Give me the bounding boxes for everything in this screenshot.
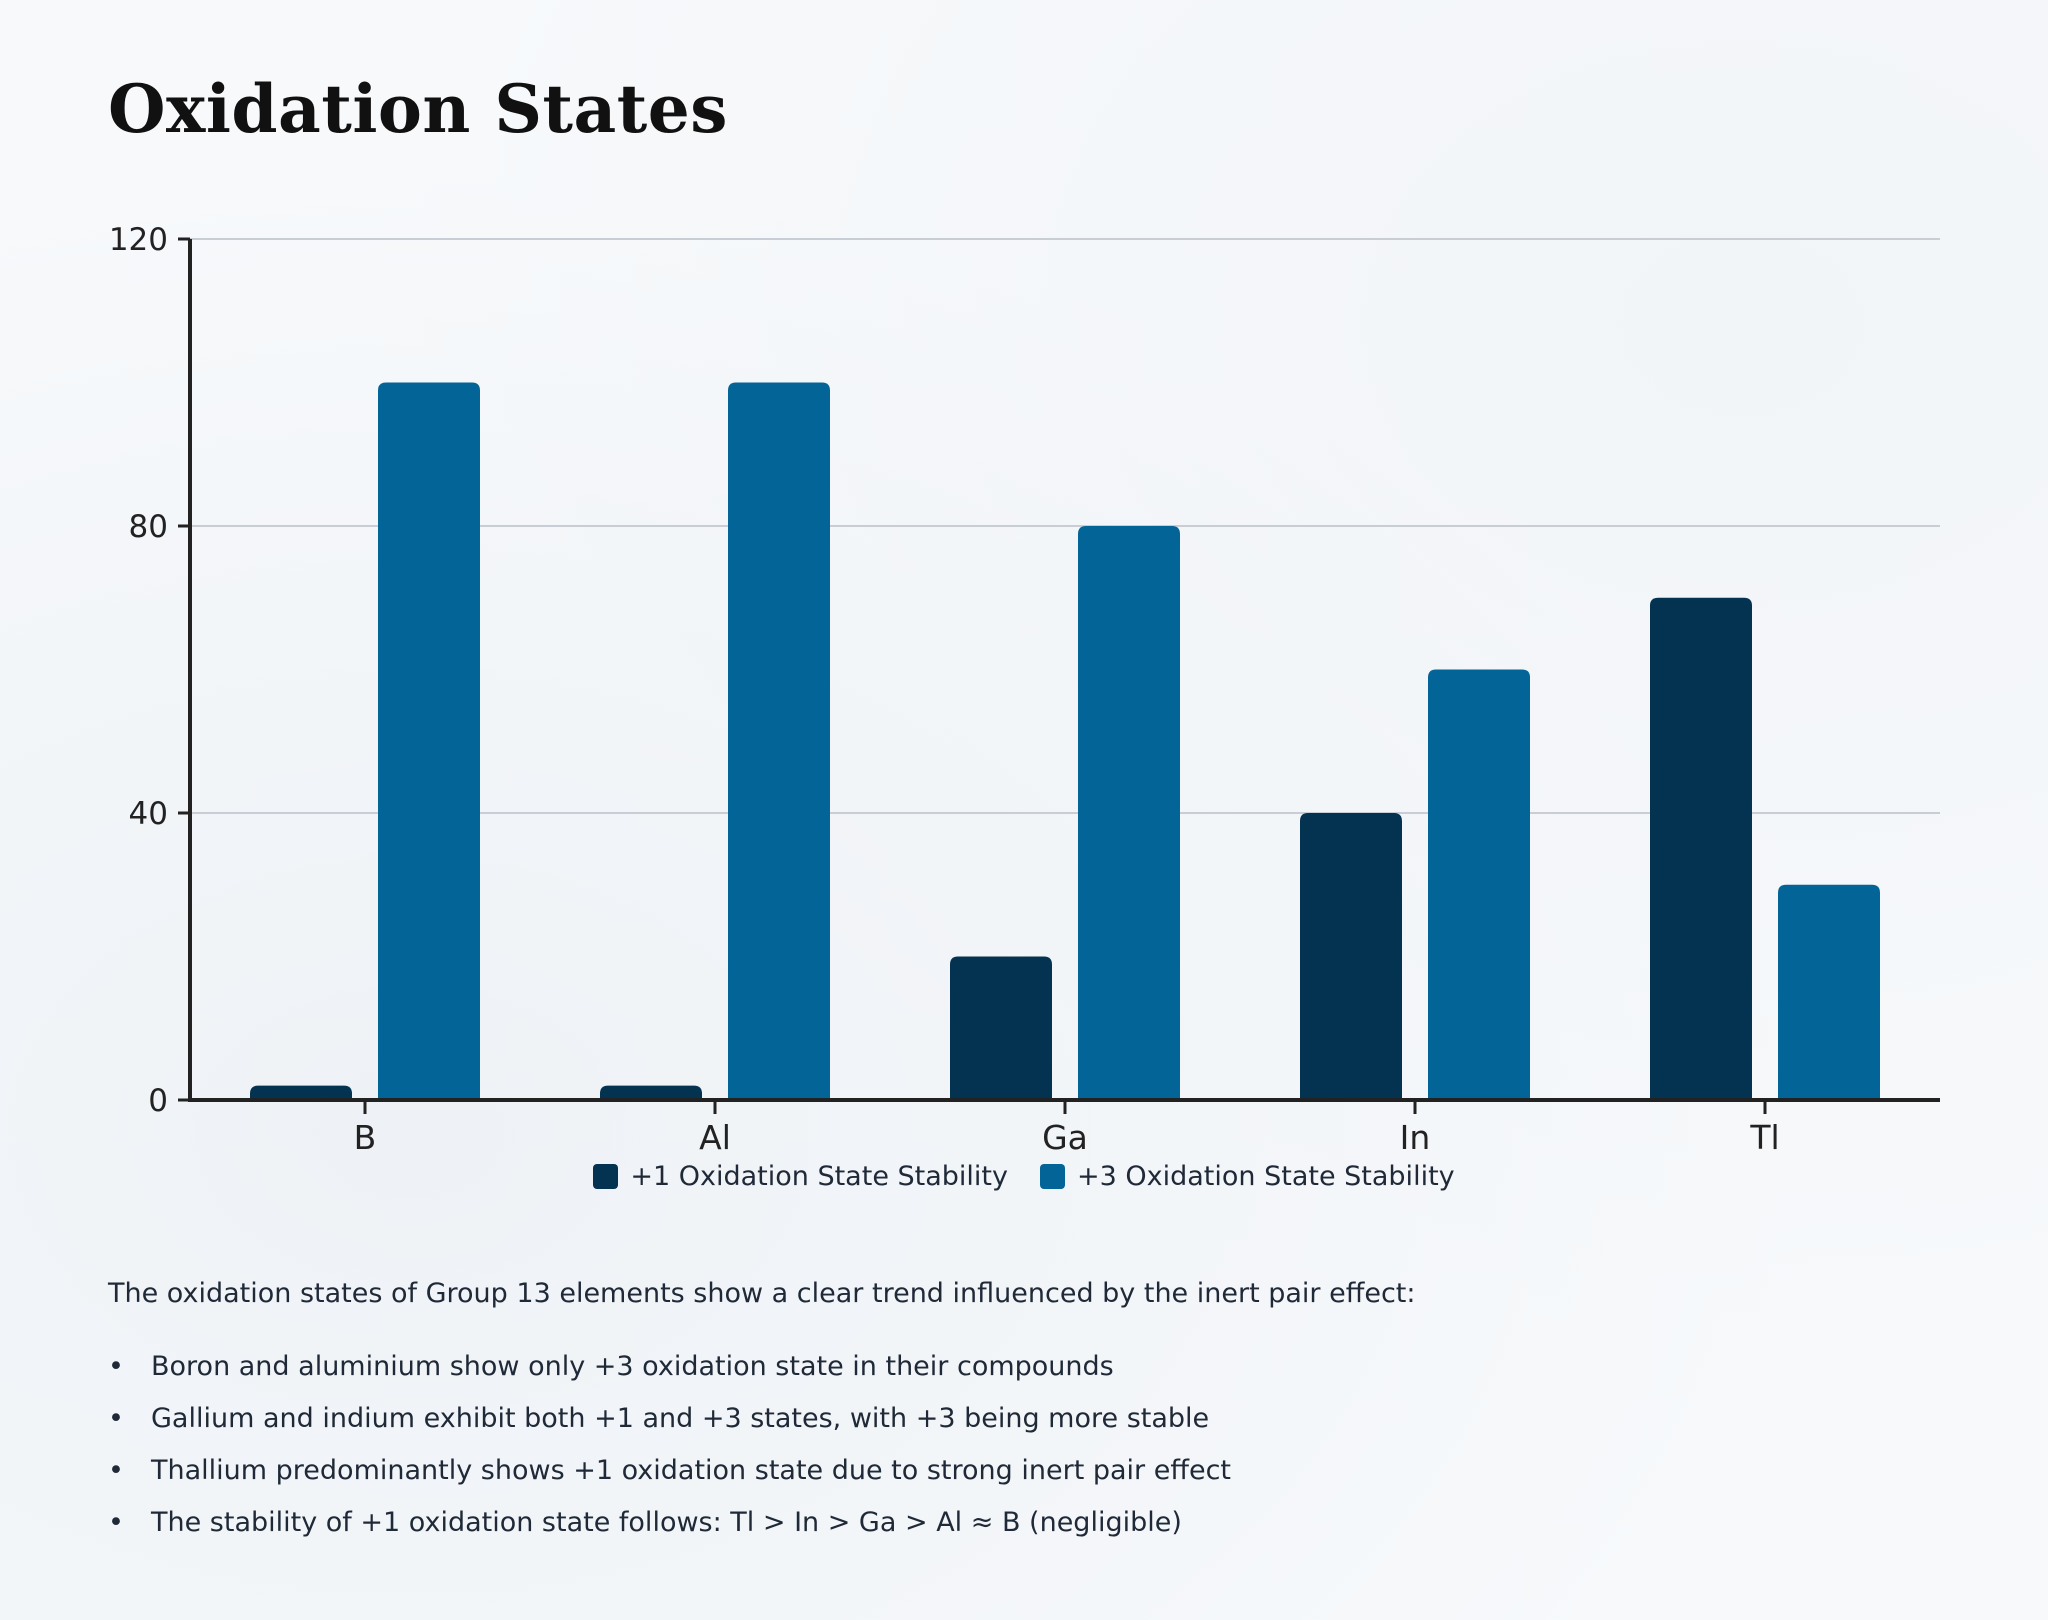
y-tick-label: 120 (109, 222, 168, 258)
x-tick-label: Tl (1749, 1118, 1779, 1157)
x-tick-label: B (354, 1118, 377, 1157)
bullet-dot: • (108, 1507, 124, 1539)
legend-swatch-plus1 (593, 1163, 619, 1189)
bullet-dot: • (108, 1351, 124, 1383)
x-tick-label: Ga (1042, 1118, 1088, 1157)
bullet-text: The stability of +1 oxidation state foll… (151, 1507, 1182, 1539)
legend-label-plus1: +1 Oxidation State Stability (630, 1160, 1008, 1192)
bullet-text: Gallium and indium exhibit both +1 and +… (151, 1403, 1210, 1435)
y-tick-label: 0 (148, 1083, 168, 1119)
bullet-dot: • (108, 1455, 124, 1487)
description: The oxidation states of Group 13 element… (108, 1276, 1938, 1557)
bullet-dot: • (108, 1403, 124, 1435)
bullet-text: Boron and aluminium show only +3 oxidati… (151, 1351, 1114, 1383)
bar-chart: 0 40 80 120 B Al Ga In Tl (109, 222, 1940, 1157)
bullet-list: • Boron and aluminium show only +3 oxida… (108, 1349, 1938, 1540)
y-tick-label: 40 (129, 796, 168, 832)
bullet-item: • Boron and aluminium show only +3 oxida… (108, 1349, 1938, 1384)
y-tick-label: 80 (129, 509, 168, 545)
bar-Tl-series-2 (1778, 884, 1880, 1100)
bar-B-series-2 (378, 382, 480, 1100)
legend-swatch-plus3 (1040, 1163, 1065, 1189)
bullet-item: • Thallium predominantly shows +1 oxidat… (108, 1453, 1938, 1488)
x-tick-label: In (1400, 1118, 1431, 1157)
bar-Al-series-1 (600, 1085, 702, 1100)
bar-Al-series-2 (728, 382, 830, 1100)
bullet-text: Thallium predominantly shows +1 oxidatio… (151, 1455, 1231, 1487)
bar-Tl-series-1 (1650, 597, 1752, 1100)
bar-Ga-series-2 (1078, 526, 1180, 1100)
bar-B-series-1 (250, 1085, 352, 1100)
bar-Ga-series-1 (950, 956, 1052, 1100)
bar-In-series-1 (1300, 813, 1402, 1100)
bullet-item: • Gallium and indium exhibit both +1 and… (108, 1401, 1938, 1436)
bullet-item: • The stability of +1 oxidation state fo… (108, 1505, 1938, 1540)
legend-label-plus3: +3 Oxidation State Stability (1077, 1160, 1455, 1192)
page-title: Oxidation States (108, 70, 728, 148)
legend-item-plus3[interactable]: +3 Oxidation State Stability (1040, 1161, 1455, 1192)
bar-In-series-2 (1428, 669, 1530, 1100)
chart-area: 0 40 80 120 B Al Ga In Tl (109, 222, 1940, 1157)
description-intro: The oxidation states of Group 13 element… (108, 1278, 1416, 1309)
legend-item-plus1[interactable]: +1 Oxidation State Stability (593, 1161, 1008, 1192)
x-tick-label: Al (699, 1118, 731, 1157)
chart-legend: +1 Oxidation State Stability +3 Oxidatio… (0, 1158, 2048, 1194)
